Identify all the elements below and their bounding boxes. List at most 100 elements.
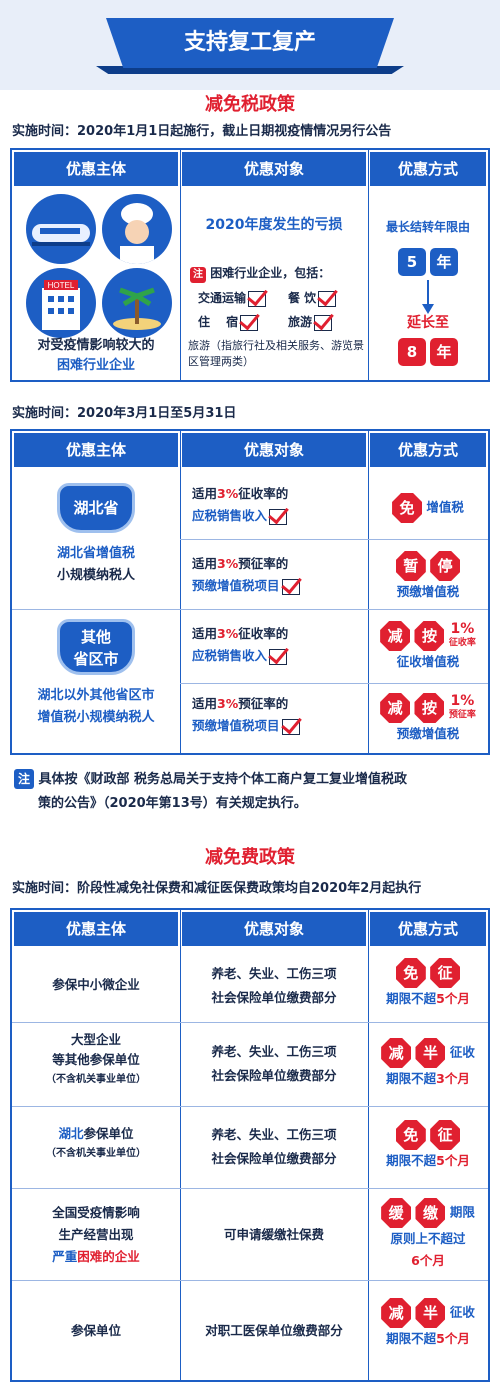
- fee-r3-method: 免 征 期限不超5个月: [370, 1120, 486, 1172]
- divider: [180, 431, 181, 753]
- divider: [368, 431, 369, 753]
- t2-row2-method: 暂 停 预缴增值税: [370, 551, 486, 603]
- fee-r3-object: 养老、失业、工伤三项 社会保险单位缴费部分: [211, 1127, 337, 1166]
- divider: [368, 910, 369, 1380]
- th-subject: 优惠主体: [14, 912, 178, 946]
- check-icon: [318, 290, 337, 307]
- fee-r2-subject: 大型企业 等其他参保单位 （不含机关事业单位）: [46, 1032, 146, 1085]
- divider: [368, 150, 369, 380]
- impl-text: 2020年3月1日至5月31日: [77, 406, 237, 421]
- chef-illustration: [102, 194, 172, 264]
- tax-note: 注 具体按《财政部 税务总局关于支持个体工商户复工复业增值税政 策的公告》（20…: [14, 768, 490, 816]
- th-object: 优惠对象: [182, 152, 366, 186]
- row-divider: [180, 683, 488, 684]
- tax-note-line2: 策的公告》（2020年第13号）有关规定执行。: [38, 796, 307, 811]
- t2-row1-method: 免 增值税: [370, 493, 486, 523]
- t1-to-years: 8 年: [370, 338, 486, 366]
- divider: [180, 150, 181, 380]
- hotel-illustration: HOTEL: [26, 268, 96, 338]
- t2-row1-object: 适用3%征收率的 应税销售收入: [192, 486, 289, 525]
- row-divider: [12, 1280, 488, 1281]
- check-icon: [240, 314, 259, 331]
- from-num-badge: 5: [398, 248, 426, 276]
- row-divider: [12, 1188, 488, 1189]
- banner-area: 支持复工复产: [0, 0, 500, 90]
- row-divider: [12, 1106, 488, 1107]
- check-icon: [281, 578, 300, 595]
- note-tag: 注: [14, 769, 34, 789]
- palm-tree-icon: [113, 287, 161, 330]
- th-method: 优惠方式: [370, 152, 486, 186]
- t1-subject-line1: 对受疫情影响较大的: [37, 338, 155, 353]
- page-title: 支持复工复产: [106, 18, 394, 68]
- check-icon: [248, 290, 267, 307]
- island-illustration: [102, 268, 172, 338]
- th-subject: 优惠主体: [14, 433, 178, 467]
- check-icon: [269, 508, 288, 525]
- t1-note-title: 困难行业企业，包括：: [210, 266, 331, 280]
- impl-text: 2020年1月1日起施行，截止日期视疫情情况另行公告: [77, 124, 392, 139]
- check-icon: [314, 314, 333, 331]
- fee-r3-subject: 湖北参保单位 （不含机关事业单位）: [46, 1126, 146, 1159]
- t1-subject: 对受疫情影响较大的 困难行业企业: [16, 336, 176, 376]
- th-method: 优惠方式: [370, 433, 486, 467]
- t2-row3-object: 适用3%征收率的 应税销售收入: [192, 626, 289, 665]
- impl-label: 实施时间：: [12, 406, 78, 421]
- divider: [180, 910, 181, 1380]
- impl-text: 阶段性减免社保费和减征医保费政策均自2020年2月起执行: [77, 881, 422, 896]
- train-illustration: [26, 194, 96, 264]
- th-subject: 优惠主体: [14, 152, 178, 186]
- hotel-sign: HOTEL: [48, 281, 75, 290]
- row-divider: [12, 609, 488, 610]
- tax-impl-time-1: 实施时间：2020年1月1日起施行，截止日期视疫情情况另行公告: [12, 120, 391, 139]
- fee-section-title: 减免费政策: [205, 847, 295, 868]
- t1-carry-title: 最长结转年限由: [385, 220, 470, 234]
- t1-loss: 2020年度发生的亏损: [205, 217, 343, 233]
- fee-r5-method: 减 半 征收 期限不超5个月: [370, 1298, 486, 1350]
- fee-r1-subject: 参保中小微企业: [52, 977, 140, 992]
- t1-note: 注 困难行业企业，包括：: [190, 262, 366, 284]
- t2-row3-method: 减 按 1% 征收率 征收增值税: [370, 621, 486, 673]
- to-num-badge: 8: [398, 338, 426, 366]
- other-subject-l1: 湖北以外其他省区市: [37, 688, 155, 703]
- t2-row4-method: 减 按 1% 预征率 预缴增值税: [370, 693, 486, 745]
- t1-from-years: 5 年: [370, 248, 486, 276]
- t2-row4-object: 适用3%预征率的 预缴增值税项目: [192, 693, 362, 737]
- chef-icon: [120, 203, 154, 264]
- banner-shadow: [96, 66, 404, 74]
- tax-table-1: 优惠主体 优惠对象 优惠方式 HOTEL 对受疫情影响较大的 困难行业企业 20…: [10, 148, 490, 382]
- check-icon: [281, 718, 300, 735]
- hotel-icon: HOTEL: [42, 280, 80, 330]
- tax-note-line1: 具体按《财政部 税务总局关于支持个体工商户复工复业增值税政: [38, 772, 408, 787]
- t2-row2-object: 适用3%预征率的 预缴增值税项目: [192, 553, 362, 597]
- fee-r5-subject: 参保单位: [70, 1323, 121, 1338]
- from-unit-badge: 年: [429, 248, 458, 276]
- fee-r2-object: 养老、失业、工伤三项 社会保险单位缴费部分: [211, 1044, 337, 1083]
- th-object: 优惠对象: [182, 912, 366, 946]
- tax-impl-time-2: 实施时间：2020年3月1日至5月31日: [12, 402, 236, 421]
- industry-catering: 餐 饮: [288, 287, 368, 309]
- train-icon: [32, 224, 90, 246]
- tax-section-title: 减免税政策: [205, 94, 295, 115]
- other-subject-l2: 增值税小规模纳税人: [37, 710, 155, 725]
- th-method: 优惠方式: [370, 912, 486, 946]
- arrow-down-icon: [422, 280, 434, 314]
- t1-tour-note: 旅游（指旅行社及相关服务、游览景区管理两类）: [188, 339, 364, 368]
- th-object: 优惠对象: [182, 433, 366, 467]
- t1-extend: 延长至: [407, 315, 449, 331]
- industry-transport: 交通运输: [198, 287, 278, 309]
- hubei-subject-l1: 湖北省增值税: [56, 546, 135, 561]
- to-unit-badge: 年: [429, 338, 458, 366]
- exempt-badge: 免: [392, 493, 423, 523]
- t1-subject-line2: 困难行业企业: [56, 358, 135, 373]
- fee-r4-object: 可申请缓缴社保费: [223, 1227, 324, 1242]
- check-icon: [269, 648, 288, 665]
- note-tag: 注: [190, 267, 206, 283]
- fee-r1-method: 免 征 期限不超5个月: [370, 958, 486, 1010]
- fee-r1-object: 养老、失业、工伤三项 社会保险单位缴费部分: [211, 966, 337, 1005]
- fee-impl-time: 实施时间：阶段性减免社保费和减征医保费政策均自2020年2月起执行: [12, 877, 421, 896]
- fee-r2-method: 减 半 征收 期限不超3个月: [370, 1038, 486, 1090]
- fee-table: 优惠主体 优惠对象 优惠方式 参保中小微企业 养老、失业、工伤三项 社会保险单位缴…: [10, 908, 490, 1382]
- other-provinces-badge: 其他 省区市: [57, 619, 135, 675]
